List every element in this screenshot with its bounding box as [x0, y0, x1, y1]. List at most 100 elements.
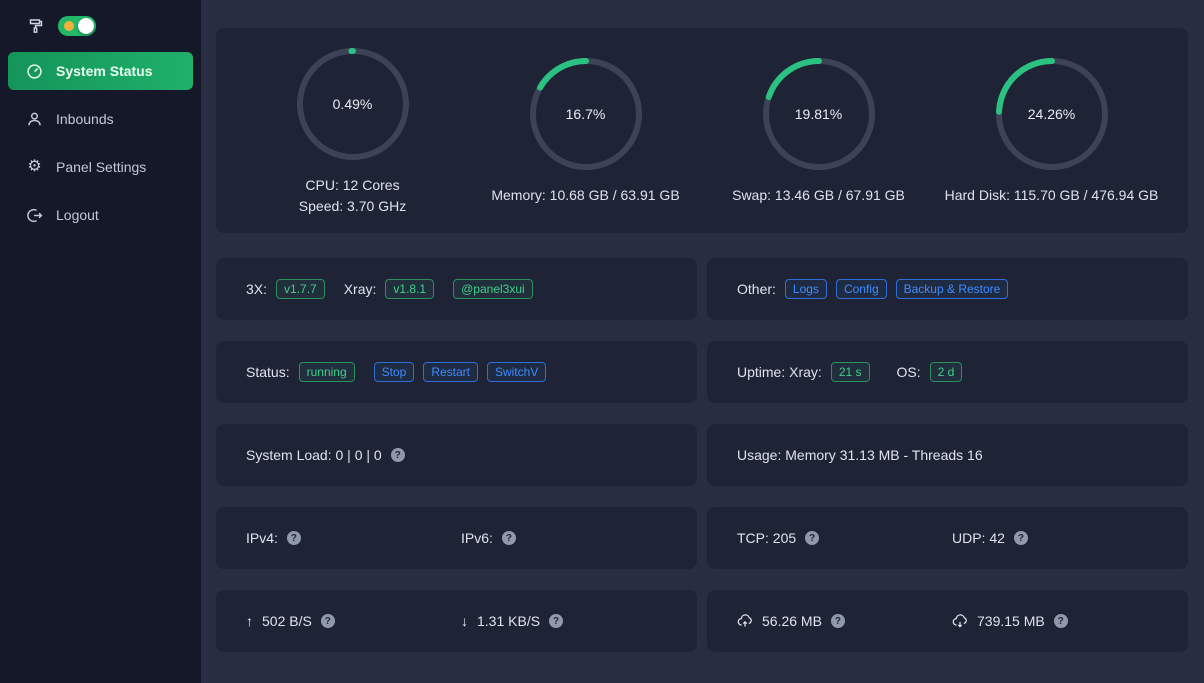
uptime-card: Uptime: Xray: 21 s OS: 2 d: [707, 341, 1188, 403]
download-speed-text: 1.31 KB/S: [477, 613, 541, 629]
memory-caption-line1: Memory: 10.68 GB / 63.91 GB: [491, 187, 680, 203]
sidebar: System Status Inbounds ⚙ Panel Settings: [0, 0, 201, 683]
help-icon[interactable]: ?: [830, 614, 845, 628]
disk-gauge-ring: 24.26%: [993, 55, 1111, 173]
version-card: 3X: v1.7.7 Xray: v1.8.1 @panel3xui: [216, 258, 697, 320]
total-received-text: 739.15 MB: [977, 613, 1045, 629]
traffic-card: 56.26 MB ? 739.15 MB ?: [707, 590, 1188, 652]
swap-caption: Swap: 13.46 GB / 67.91 GB: [732, 185, 905, 206]
backup-restore-button[interactable]: Backup & Restore: [895, 279, 1009, 299]
toggle-knob: [78, 18, 94, 34]
cpu-caption-line2: Speed: 3.70 GHz: [298, 197, 407, 214]
stop-button[interactable]: Stop: [373, 362, 415, 382]
udp-count-text: UDP: 42: [952, 530, 1005, 546]
sidebar-item-system-status[interactable]: System Status: [8, 52, 193, 90]
sun-icon: [64, 21, 74, 31]
system-load-text: System Load: 0 | 0 | 0: [246, 447, 382, 463]
sidebar-item-panel-settings[interactable]: ⚙ Panel Settings: [8, 148, 193, 186]
user-icon: [26, 111, 43, 128]
cloud-download-icon: [952, 613, 968, 629]
upload-speed-text: 502 B/S: [262, 613, 312, 629]
main-content: 0.49% CPU: 12 Cores Speed: 3.70 GHz 16.7…: [201, 0, 1204, 683]
tcp-count-text: TCP: 205: [737, 530, 797, 546]
usage-text: Usage: Memory 31.13 MB - Threads 16: [737, 447, 983, 463]
system-gauges-card: 0.49% CPU: 12 Cores Speed: 3.70 GHz 16.7…: [216, 28, 1188, 233]
disk-percent: 24.26%: [1027, 106, 1076, 122]
disk-caption-line1: Hard Disk: 115.70 GB / 476.94 GB: [944, 187, 1159, 203]
logs-button[interactable]: Logs: [784, 279, 827, 299]
help-icon[interactable]: ?: [805, 531, 820, 545]
download-speed-cell: ↓ 1.31 KB/S ?: [461, 613, 667, 629]
connections-card: TCP: 205 ? UDP: 42 ?: [707, 507, 1188, 569]
sidebar-item-label: Logout: [56, 207, 99, 223]
switch-version-button[interactable]: SwitchV: [487, 362, 547, 382]
sidebar-nav: System Status Inbounds ⚙ Panel Settings: [0, 52, 201, 244]
xray-uptime-badge: 21 s: [830, 362, 870, 382]
other-label: Other:: [737, 281, 776, 297]
3x-version-tag: v1.7.7: [276, 279, 325, 299]
memory-gauge-ring: 16.7%: [527, 55, 645, 173]
help-icon[interactable]: ?: [286, 531, 301, 545]
ip-card: IPv4: ? IPv6: ?: [216, 507, 697, 569]
cpu-gauge-ring: 0.49%: [294, 45, 412, 163]
total-received-cell: 739.15 MB ?: [952, 613, 1158, 629]
total-sent-text: 56.26 MB: [762, 613, 822, 629]
swap-gauge: 19.81% Swap: 13.46 GB / 67.91 GB: [702, 55, 935, 206]
ipv4-label: IPv4:: [246, 530, 278, 546]
other-card: Other: Logs Config Backup & Restore: [707, 258, 1188, 320]
status-label: Status:: [246, 364, 290, 380]
logout-icon: [26, 207, 43, 224]
ipv6-cell: IPv6: ?: [461, 530, 667, 546]
os-label: OS:: [896, 364, 921, 380]
cpu-caption: CPU: 12 Cores Speed: 3.70 GHz: [299, 175, 406, 217]
memory-caption: Memory: 10.68 GB / 63.91 GB: [491, 185, 679, 206]
help-icon[interactable]: ?: [549, 614, 564, 628]
help-icon[interactable]: ?: [320, 614, 335, 628]
swap-gauge-ring: 19.81%: [760, 55, 878, 173]
sidebar-item-logout[interactable]: Logout: [8, 196, 193, 234]
sidebar-item-label: System Status: [56, 63, 153, 79]
help-icon[interactable]: ?: [501, 531, 516, 545]
os-uptime-badge: 2 d: [929, 362, 963, 382]
disk-gauge: 24.26% Hard Disk: 115.70 GB / 476.94 GB: [935, 55, 1168, 206]
theme-icon[interactable]: [27, 17, 45, 35]
cpu-caption-line1: CPU: 12 Cores: [305, 176, 400, 193]
cpu-gauge: 0.49% CPU: 12 Cores Speed: 3.70 GHz: [236, 45, 469, 217]
info-grid: 3X: v1.7.7 Xray: v1.8.1 @panel3xui Other…: [216, 258, 1188, 652]
telegram-tag[interactable]: @panel3xui: [453, 279, 533, 299]
help-icon[interactable]: ?: [390, 448, 405, 462]
gear-icon: ⚙: [27, 158, 42, 175]
restart-button[interactable]: Restart: [423, 362, 478, 382]
status-badge: running: [298, 362, 355, 382]
disk-caption: Hard Disk: 115.70 GB / 476.94 GB: [945, 185, 1159, 206]
config-button[interactable]: Config: [835, 279, 887, 299]
sidebar-item-inbounds[interactable]: Inbounds: [8, 100, 193, 138]
arrow-down-icon: ↓: [461, 613, 468, 629]
cloud-upload-icon: [737, 613, 753, 629]
status-card: Status: running Stop Restart SwitchV: [216, 341, 697, 403]
xray-label: Xray:: [343, 281, 377, 297]
help-icon[interactable]: ?: [1053, 614, 1068, 628]
sidebar-item-label: Panel Settings: [56, 159, 147, 175]
ipv6-label: IPv6:: [461, 530, 493, 546]
usage-card: Usage: Memory 31.13 MB - Threads 16: [707, 424, 1188, 486]
uptime-label: Uptime: Xray:: [737, 364, 822, 380]
tcp-cell: TCP: 205 ?: [737, 530, 943, 546]
help-icon[interactable]: ?: [1013, 531, 1028, 545]
dashboard-icon: [26, 63, 43, 80]
upload-speed-cell: ↑ 502 B/S ?: [246, 613, 452, 629]
swap-percent: 19.81%: [794, 106, 843, 122]
cpu-percent: 0.49%: [332, 95, 373, 112]
udp-cell: UDP: 42 ?: [952, 530, 1158, 546]
sidebar-header: [0, 16, 201, 52]
system-load-card: System Load: 0 | 0 | 0 ?: [216, 424, 697, 486]
memory-percent: 16.7%: [565, 106, 606, 122]
speed-card: ↑ 502 B/S ? ↓ 1.31 KB/S ?: [216, 590, 697, 652]
sidebar-item-label: Inbounds: [56, 111, 114, 127]
dark-mode-toggle[interactable]: [58, 16, 96, 36]
ipv4-cell: IPv4: ?: [246, 530, 452, 546]
xray-version-tag: v1.8.1: [385, 279, 435, 299]
3x-label: 3X:: [246, 281, 268, 297]
memory-gauge: 16.7% Memory: 10.68 GB / 63.91 GB: [469, 55, 702, 206]
arrow-up-icon: ↑: [246, 613, 253, 629]
